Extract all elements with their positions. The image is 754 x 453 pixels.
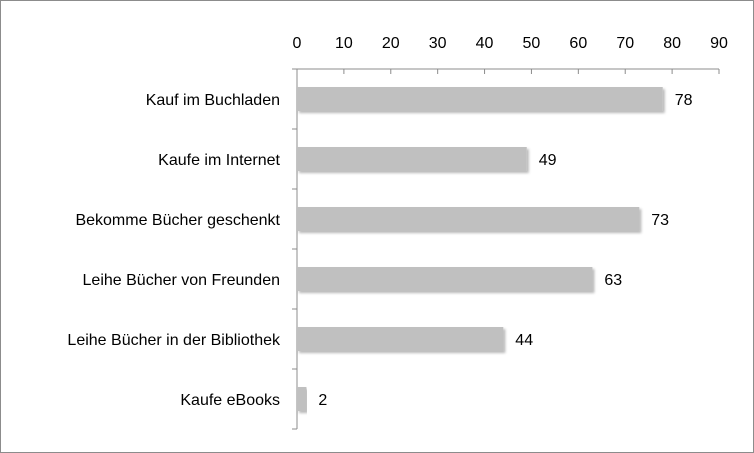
x-tick-label: 90: [710, 35, 728, 52]
x-tick-label: 80: [663, 35, 681, 52]
bar: [297, 387, 307, 411]
x-tick-label: 0: [293, 35, 302, 52]
data-label: 78: [675, 92, 693, 109]
category-label: Bekomme Bücher geschenkt: [75, 212, 280, 229]
category-label: Kaufe eBooks: [180, 392, 280, 409]
bar: [297, 147, 527, 171]
category-label: Kauf im Buchladen: [146, 92, 280, 109]
category-label: Leihe Bücher in der Bibliothek: [67, 332, 281, 349]
category-label: Kaufe im Internet: [158, 152, 280, 169]
bar-layer: [297, 87, 663, 411]
data-label: 63: [604, 272, 622, 289]
category-label: Leihe Bücher von Freunden: [83, 272, 280, 289]
data-label: 49: [539, 152, 557, 169]
x-tick-label: 40: [476, 35, 494, 52]
axis-layer: 0 10 20 30 40 50 60 70 80 90: [292, 35, 728, 430]
bar: [297, 267, 593, 291]
x-tick-label: 20: [382, 35, 400, 52]
data-label: 44: [515, 332, 533, 349]
data-label: 2: [318, 392, 327, 409]
label-layer: Kauf im Buchladen 78 Kaufe im Internet 49 Be…: [67, 92, 692, 409]
bar: [297, 207, 640, 231]
x-tick-label: 60: [569, 35, 587, 52]
bar: [297, 87, 663, 111]
x-tick-label: 30: [429, 35, 447, 52]
x-tick-label: 10: [335, 35, 353, 52]
bar: [297, 327, 504, 351]
x-tick-label: 70: [616, 35, 634, 52]
x-tick-label: 50: [523, 35, 541, 52]
data-label: 73: [651, 212, 669, 229]
